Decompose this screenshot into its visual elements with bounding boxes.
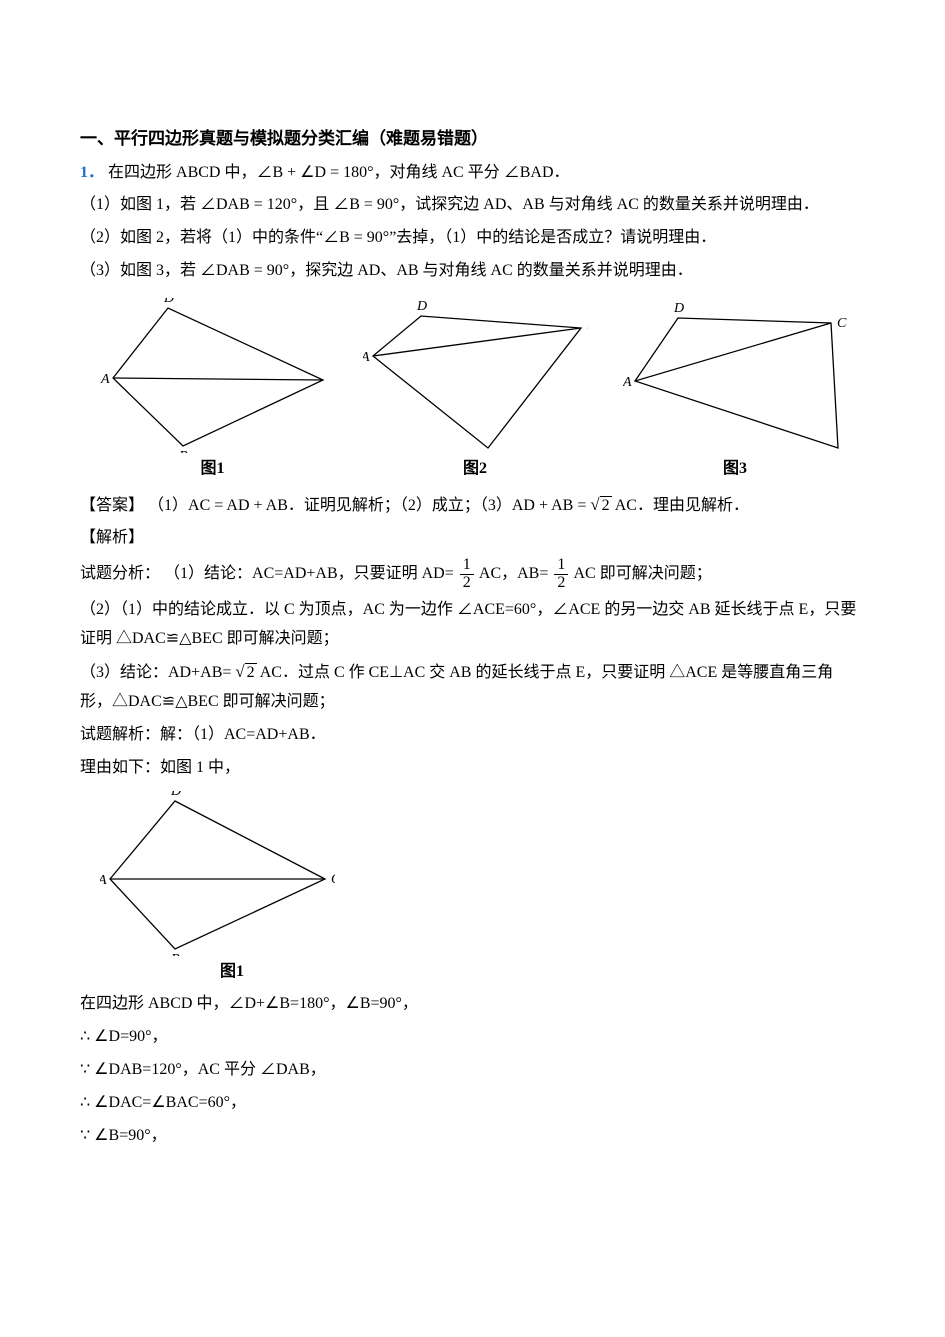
figure-1b-caption: 图1 [220,958,865,987]
sqrt-radicand: 2 [245,663,257,681]
svg-text:A: A [100,873,107,888]
answer-text-2: AC．理由见解析． [615,497,749,514]
fraction-numerator: 1 [460,557,474,575]
analysis-p1b: AC，AB= [479,565,548,582]
problem-part-3: （3）如图 3，若 ∠DAB = 90°，探究边 AD、AB 与对角线 AC 的… [80,257,865,286]
figure-2-svg: A B C D [363,298,588,453]
svg-text:A: A [623,375,632,390]
svg-text:B: B [834,451,843,453]
figure-1b-svg: A B C D [100,791,335,956]
figure-1-caption: 图1 [98,455,328,484]
figures-row: A B C D 图1 A B C D 图2 A B C D 图3 [80,298,865,484]
page: 一、平行四边形真题与模拟题分类汇编（难题易错题） 1． 在四边形 ABCD 中，… [0,0,945,1194]
solution-line-2: ∵ ∠DAB=120°，AC 平分 ∠DAB， [80,1056,865,1085]
analysis-p1: 试题分析： （1）结论：AC=AD+AB，只要证明 AD= 1 2 AC，AB=… [80,557,865,592]
svg-text:C: C [331,872,335,887]
section-title: 一、平行四边形真题与模拟题分类汇编（难题易错题） [80,124,865,155]
figure-2: A B C D 图2 [363,298,588,484]
solution-head: 试题解析：解：（1）AC=AD+AB． [80,721,865,750]
svg-text:B: B [484,451,493,453]
answer-label: 【答案】 [80,497,144,514]
svg-text:A: A [100,372,110,387]
analysis-p3: （3）结论：AD+AB= 2 AC．过点 C 作 CE⊥AC 交 AB 的延长线… [80,657,865,717]
problem-part-1: （1）如图 1，若 ∠DAB = 120°，且 ∠B = 90°，试探究边 AD… [80,191,865,220]
figure-2-caption: 图2 [363,455,588,484]
solution-reason-intro: 理由如下：如图 1 中， [80,754,865,783]
sqrt-icon: 2 [590,490,611,521]
fraction-denominator: 2 [460,575,474,592]
svg-text:D: D [673,303,684,316]
svg-text:B: B [179,449,188,453]
answer-text-1: （1）AC = AD + AB．证明见解析；（2）成立；（3）AD + AB = [148,497,590,514]
svg-text:A: A [363,350,370,365]
problem-stem: 1． 在四边形 ABCD 中，∠B + ∠D = 180°，对角线 AC 平分 … [80,159,865,188]
problem-part-2: （2）如图 2，若将（1）中的条件“∠B = 90°”去掉，（1）中的结论是否成… [80,224,865,253]
analysis-p1c: AC 即可解决问题； [574,565,712,582]
fraction-icon: 1 2 [460,557,474,592]
solution-line-3: ∴ ∠DAC=∠BAC=60°， [80,1089,865,1118]
analysis-intro: 试题分析： [80,565,160,582]
problem-number: 1． [80,164,104,181]
figure-3-svg: A B C D [623,303,848,453]
svg-text:B: B [171,952,180,956]
analysis-p2: （2）（1）中的结论成立．以 C 为顶点，AC 为一边作 ∠ACE=60°，∠A… [80,596,865,654]
problem-stem-text: 在四边形 ABCD 中，∠B + ∠D = 180°，对角线 AC 平分 ∠BA… [108,164,569,181]
solution-line-4: ∵ ∠B=90°， [80,1122,865,1151]
svg-text:C: C [587,321,588,336]
svg-text:C: C [837,316,847,331]
figure-3-caption: 图3 [623,455,848,484]
fraction-icon: 1 2 [554,557,568,592]
solution-line-1: ∴ ∠D=90°， [80,1023,865,1052]
analysis-p3a: （3）结论：AD+AB= [80,664,231,681]
svg-text:D: D [170,791,181,799]
analysis-p1a: （1）结论：AC=AD+AB，只要证明 AD= [164,565,454,582]
svg-text:D: D [416,299,427,314]
sqrt-icon: 2 [235,657,256,688]
figure-1-svg: ABCD [98,298,328,453]
fraction-denominator: 2 [554,575,568,592]
fraction-numerator: 1 [554,557,568,575]
svg-text:D: D [163,298,174,306]
analysis-label: 【解析】 [80,524,865,553]
solution-line-0: 在四边形 ABCD 中，∠D+∠B=180°，∠B=90°， [80,990,865,1019]
answer-block: 【答案】 （1）AC = AD + AB．证明见解析；（2）成立；（3）AD +… [80,490,865,521]
figure-1b: A B C D 图1 [100,791,865,987]
figure-1: ABCD 图1 [98,298,328,484]
sqrt-radicand: 2 [600,496,612,514]
figure-3: A B C D 图3 [623,303,848,484]
